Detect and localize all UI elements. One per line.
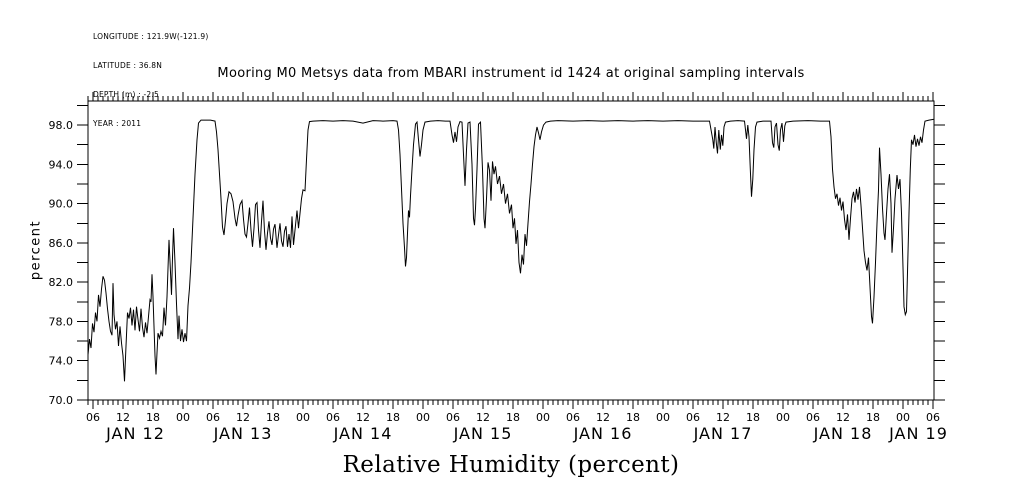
- hour-tick-label: 00: [536, 411, 550, 424]
- hour-tick-label: 06: [926, 411, 940, 424]
- hour-tick-label: 12: [716, 411, 730, 424]
- hour-tick-label: 06: [206, 411, 220, 424]
- hour-tick-label: 12: [476, 411, 490, 424]
- metadata-latitude: LATITUDE : 36.8N: [93, 60, 163, 70]
- hour-tick-label: 06: [446, 411, 460, 424]
- hour-tick-label: 18: [506, 411, 520, 424]
- plot-title: Mooring M0 Metsys data from MBARI instru…: [217, 66, 805, 81]
- hour-tick-label: 06: [326, 411, 340, 424]
- humidity-series-line: [87, 118, 935, 382]
- y-tick-label: 86.0: [49, 237, 74, 250]
- hour-tick-label: 12: [116, 411, 130, 424]
- day-label: JAN 13: [213, 424, 273, 443]
- hour-tick-label: 18: [626, 411, 640, 424]
- day-label: JAN 19: [888, 424, 948, 443]
- day-label: JAN 15: [453, 424, 513, 443]
- hour-tick-label: 18: [266, 411, 280, 424]
- hour-tick-label: 06: [86, 411, 100, 424]
- day-label: JAN 14: [333, 424, 393, 443]
- hour-tick-label: 06: [566, 411, 580, 424]
- metadata-year: YEAR : 2011: [93, 118, 142, 128]
- metadata-longitude: LONGITUDE : 121.9W(-121.9): [93, 32, 209, 42]
- figure-caption: Relative Humidity (percent): [342, 452, 680, 478]
- day-label: JAN 18: [813, 424, 873, 443]
- day-label: JAN 12: [105, 424, 165, 443]
- hour-tick-label: 06: [686, 411, 700, 424]
- hour-tick-label: 00: [656, 411, 670, 424]
- y-tick-label: 94.0: [49, 158, 74, 171]
- hour-tick-label: 18: [866, 411, 880, 424]
- hour-tick-label: 06: [806, 411, 820, 424]
- hour-tick-label: 00: [176, 411, 190, 424]
- hour-tick-label: 00: [776, 411, 790, 424]
- hour-tick-label: 00: [896, 411, 910, 424]
- hour-tick-label: 00: [416, 411, 430, 424]
- metadata-depth: DEPTH (m) : -2.5: [93, 89, 159, 99]
- hour-tick-label: 12: [356, 411, 370, 424]
- metadata-block: LONGITUDE : 121.9W(-121.9) LATITUDE : 36…: [93, 13, 208, 138]
- y-tick-label: 82.0: [49, 276, 74, 289]
- y-tick-label: 70.0: [49, 394, 74, 407]
- y-tick-label: 90.0: [49, 198, 74, 211]
- hour-tick-label: 18: [746, 411, 760, 424]
- hour-tick-label: 18: [386, 411, 400, 424]
- y-tick-label: 78.0: [49, 315, 74, 328]
- y-tick-label: 98.0: [49, 119, 74, 132]
- hour-tick-label: 18: [146, 411, 160, 424]
- day-label: JAN 17: [693, 424, 753, 443]
- hour-tick-label: 00: [296, 411, 310, 424]
- hour-tick-label: 12: [836, 411, 850, 424]
- y-tick-label: 74.0: [49, 355, 74, 368]
- hour-tick-label: 12: [236, 411, 250, 424]
- hour-tick-label: 12: [596, 411, 610, 424]
- day-label: JAN 16: [573, 424, 633, 443]
